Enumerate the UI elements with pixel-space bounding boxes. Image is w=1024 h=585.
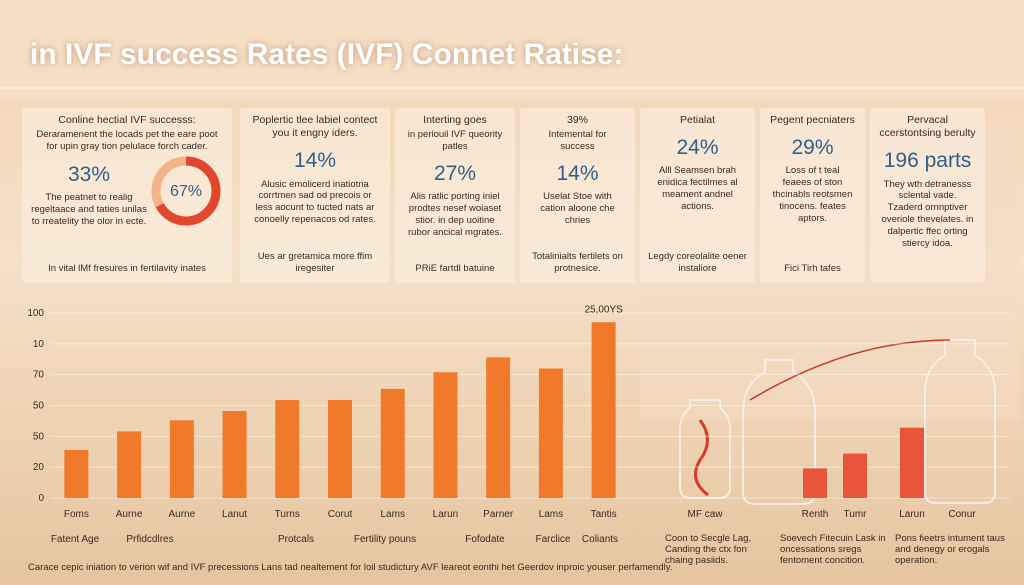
group-label: Protcals <box>278 534 314 545</box>
card-row: 33% The peatnet to realig regeltaace and … <box>22 153 232 229</box>
card-heading: 39% <box>566 114 588 126</box>
group-label: Fatent Age <box>51 534 100 545</box>
card-col: 33% The peatnet to realig regeltaace and … <box>30 154 148 228</box>
card-caption: Fici Tirh tafes <box>784 263 841 275</box>
stat-text: Uselat Stoe with cation aloone che chrie… <box>540 191 615 226</box>
stat-value: 14% <box>293 149 337 173</box>
annotation: 25,00YS <box>584 304 623 315</box>
card-sub: Intemental for success <box>548 129 607 152</box>
bar <box>117 431 142 498</box>
stat-value: 27% <box>433 161 477 185</box>
stat-text: Alusic emolicerd inatiotna corrtmen sad … <box>254 178 376 226</box>
x-tick-label: Larun <box>433 509 459 520</box>
y-tick-label: 0 <box>38 493 44 504</box>
stat-card: Pervacal ccerstontsing berulty 196 parts T… <box>870 108 985 283</box>
group-label: Coliants <box>582 534 618 545</box>
note: Coon to Secgle Lag, Canding the ctx fon … <box>665 533 752 566</box>
stat-value: 196 parts <box>883 149 972 173</box>
card-heading: Pegent pecniaters <box>770 114 855 126</box>
card-heading: Pervacal ccerstontsing berulty <box>879 114 976 140</box>
x-tick-label: Lams <box>381 509 405 520</box>
note: Pons fieetrs intument taus and denegy or… <box>895 533 1005 566</box>
bar <box>843 453 867 498</box>
stat-value: 24% <box>676 136 719 160</box>
card-heading: Petialat <box>679 114 716 126</box>
bar <box>900 427 924 498</box>
stat-card: Poplertic tlee labiel contect you it eng… <box>240 108 390 283</box>
y-tick-label: 50 <box>33 401 45 412</box>
bar <box>538 368 563 498</box>
stat-text: Alis ratlic porting iniel prodtes nesef … <box>408 191 502 238</box>
stat-card: Petialat 24% Alll Seamsen brah enidica fec… <box>640 108 755 283</box>
stat-value: 33% <box>67 162 111 186</box>
bar <box>486 357 511 498</box>
bar <box>591 322 616 498</box>
y-tick-label: 20 <box>33 462 45 473</box>
x-tick-label: Conur <box>948 509 976 520</box>
card-caption: Totalinialts fertilets on protnesice. <box>532 251 623 275</box>
donut: 67% <box>151 156 221 226</box>
group-label: Fofodate <box>465 534 505 545</box>
card-heading: Poplertic tlee labiel contect you it eng… <box>252 114 378 140</box>
footer: Carace cepic iniation to verion wif and … <box>28 562 673 573</box>
x-tick-label: Aurne <box>116 509 143 520</box>
card-sub: Deraramenent the locads pet the eare poo… <box>36 129 218 152</box>
stat-text: The peatnet to realig regeltaace and tat… <box>31 192 147 227</box>
stat-card: Pegent pecniaters 29% Loss of t teal feaee… <box>760 108 865 283</box>
card-heading: Interting goes <box>423 114 487 126</box>
x-tick-label: Larun <box>899 509 925 520</box>
stat-text: They wth detranesss sclental vade. Tzade… <box>881 178 974 249</box>
bar <box>328 399 352 498</box>
group-label: Farclice <box>535 534 570 545</box>
stat-text: Loss of t teal feaees of ston thcinabls … <box>772 165 853 224</box>
group-label: Prfidcdlres <box>126 534 173 545</box>
card-caption: In vital lMf fresures in fertilavity ina… <box>48 263 206 275</box>
stat-card: 39% Intemental for success 14% Uselat Stoe … <box>520 108 635 283</box>
note: Soevech Fitecuin Lask in oncessations sr… <box>780 533 886 566</box>
card-caption: Legdy coreolalite oener instaliore <box>648 251 747 275</box>
card-heading: Conline hectial IVF successs: <box>58 114 196 126</box>
bar <box>433 372 458 498</box>
bar <box>380 388 405 498</box>
x-tick-label: Corut <box>328 509 353 520</box>
bar <box>64 449 89 498</box>
x-tick-label: Tantis <box>591 509 617 520</box>
x-tick-label: Parner <box>483 509 514 520</box>
x-tick-label: Foms <box>64 509 89 520</box>
x-tick-label: Lams <box>539 509 563 520</box>
donut-label: 67% <box>170 183 202 200</box>
stat-value: 14% <box>556 161 599 185</box>
stat-value: 29% <box>791 136 834 160</box>
x-tick-label: Renth <box>802 509 829 520</box>
y-tick-label: 70 <box>33 370 45 381</box>
title: in IVF success Rates (IVF) Connet Ratise… <box>30 38 624 71</box>
x-tick-label: Aurne <box>168 509 195 520</box>
stat-text: Alll Seamsen brah enidica fectilmes al m… <box>657 165 738 212</box>
x-tick-label: Turns <box>275 509 300 520</box>
card-caption: PRiE fartdl batuine <box>415 263 495 275</box>
bar <box>803 468 827 498</box>
group-label: Fertility pouns <box>354 534 416 545</box>
card-sub: in periouil IVF queority patles <box>407 129 503 152</box>
bar <box>275 399 300 498</box>
x-tick-label: Lanut <box>222 509 247 520</box>
y-tick-label: 100 <box>27 308 44 319</box>
stat-card: Interting goes in periouil IVF queority p… <box>395 108 515 283</box>
x-tick-label: Tumr <box>844 509 868 520</box>
donut-arc <box>151 156 221 226</box>
x-tick-label: MF caw <box>688 509 724 520</box>
bar <box>222 411 247 498</box>
y-tick-label: 10 <box>33 339 45 350</box>
bar <box>169 420 194 498</box>
card-caption: Ues ar gretamica more ffim iregesiter <box>257 251 373 275</box>
y-tick-label: 50 <box>33 431 45 442</box>
stat-card: Conline hectial IVF successs: Deraramenen… <box>22 108 232 283</box>
